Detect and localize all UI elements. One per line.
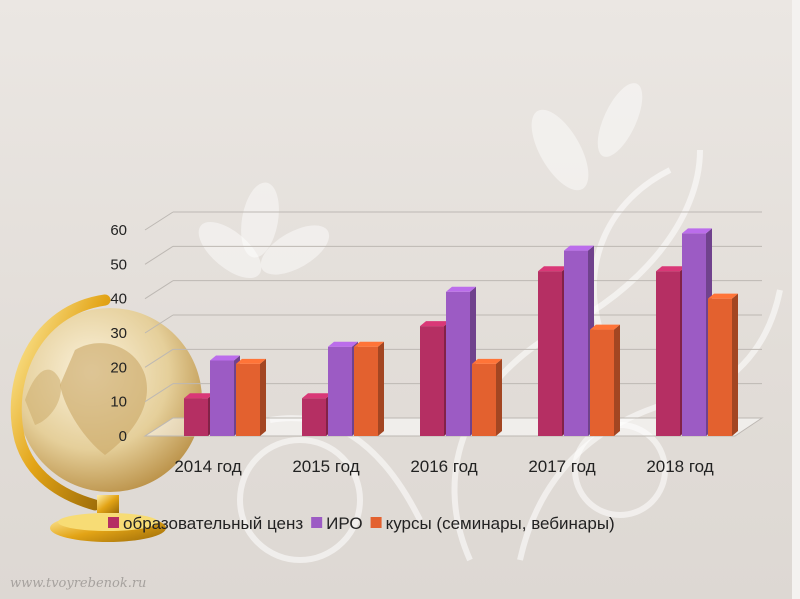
bar	[302, 393, 332, 436]
bar-top	[564, 245, 594, 251]
bar	[420, 321, 450, 436]
gridline-depth	[144, 211, 174, 231]
bar-front	[420, 326, 444, 436]
bar-front	[564, 250, 588, 436]
bar-top	[184, 393, 214, 399]
legend-swatch	[108, 517, 119, 528]
y-axis: 0 10 20 30 40 50 60	[110, 222, 127, 445]
legend-swatch	[311, 517, 323, 528]
bar	[682, 228, 712, 436]
legend-label: ИРО	[326, 514, 362, 533]
bar	[472, 358, 502, 436]
bar-top	[446, 286, 476, 292]
bar-front	[184, 398, 208, 436]
y-tick-label: 20	[110, 359, 127, 376]
gridline-depth	[144, 245, 174, 265]
bar	[564, 245, 594, 436]
legend-label: курсы (семинары, вебинары)	[386, 514, 615, 533]
bar-side	[496, 358, 502, 436]
bar-front	[446, 291, 470, 436]
bar-front	[656, 271, 680, 436]
bar-side	[732, 293, 738, 436]
chart-bars	[184, 228, 738, 436]
x-axis: 2014 год 2015 год 2016 год 2017 год 2018 год	[174, 457, 713, 476]
gridline-depth	[144, 314, 174, 334]
bar-top	[328, 341, 358, 347]
x-tick-label: 2015 год	[292, 457, 359, 476]
bar	[446, 286, 476, 436]
gridline-depth	[144, 383, 174, 403]
bar-front	[590, 329, 614, 436]
bar-top	[302, 393, 332, 399]
bar	[184, 393, 214, 436]
slide-edge	[792, 0, 800, 599]
bar	[210, 355, 240, 436]
bar-front	[210, 360, 234, 436]
chart-legend: образовательный ценз ИРО курсы (семинары, …	[108, 514, 615, 533]
x-tick-label: 2014 год	[174, 457, 241, 476]
bar	[590, 324, 620, 436]
bar-top	[236, 358, 266, 364]
x-tick-label: 2016 год	[410, 457, 477, 476]
watermark: www.tvoyrebenok.ru	[10, 576, 147, 591]
gridline-depth	[144, 348, 174, 368]
bar	[354, 341, 384, 436]
bar-top	[682, 228, 712, 234]
bar-top	[354, 341, 384, 347]
y-tick-label: 0	[119, 428, 127, 445]
bar	[236, 358, 266, 436]
bar	[708, 293, 738, 436]
bar-top	[708, 293, 738, 299]
y-tick-label: 50	[110, 256, 127, 273]
y-tick-label: 10	[110, 394, 127, 411]
bar-top	[472, 358, 502, 364]
x-tick-label: 2017 год	[528, 457, 595, 476]
bar-top	[656, 266, 686, 272]
y-tick-label: 30	[110, 325, 127, 342]
bar-side	[378, 341, 384, 436]
bar-top	[210, 355, 240, 361]
bar-front	[708, 298, 732, 436]
bar-front	[302, 398, 326, 436]
bar-front	[472, 363, 496, 436]
bar-front	[682, 233, 706, 436]
y-tick-label: 40	[110, 291, 127, 308]
bar-front	[328, 346, 352, 436]
bar-top	[420, 321, 450, 327]
legend-swatch	[370, 517, 382, 528]
bar	[538, 266, 568, 436]
bar-side	[614, 324, 620, 436]
x-tick-label: 2018 год	[646, 457, 713, 476]
bar-front	[538, 271, 562, 436]
gridline-depth	[144, 280, 174, 300]
bar-side	[260, 358, 266, 436]
legend-label: образовательный ценз	[123, 514, 303, 533]
y-tick-label: 60	[110, 222, 127, 239]
bar	[328, 341, 358, 436]
bar	[656, 266, 686, 436]
bar-front	[236, 363, 260, 436]
bar-top	[590, 324, 620, 330]
bar-top	[538, 266, 568, 272]
bar-front	[354, 346, 378, 436]
